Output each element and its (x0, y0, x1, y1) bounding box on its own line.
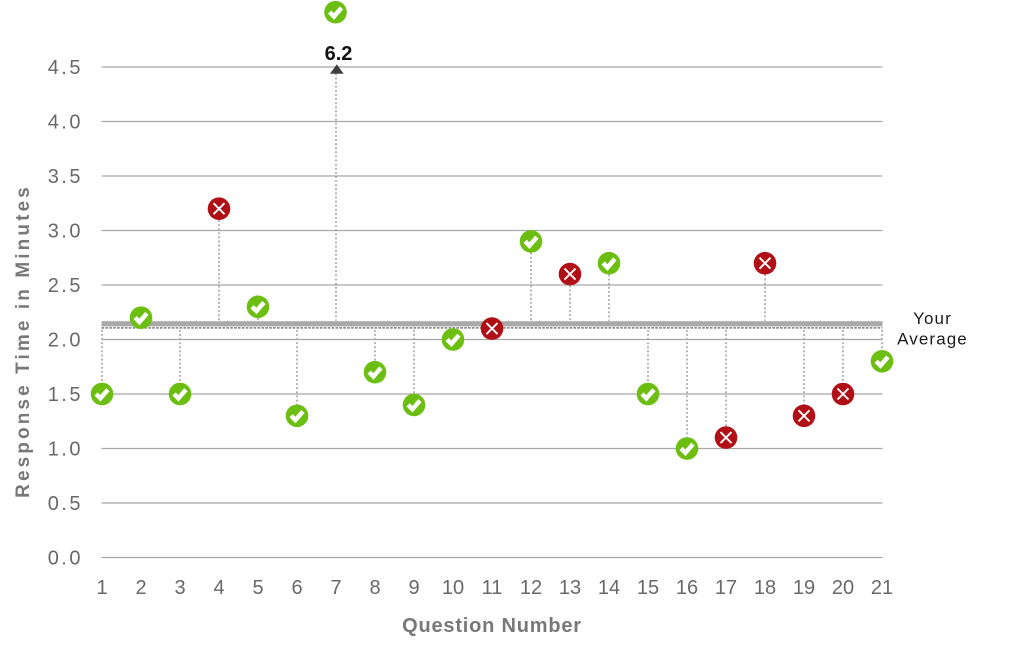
svg-text:3.0: 3.0 (48, 220, 83, 242)
svg-text:20: 20 (832, 577, 854, 599)
svg-text:15: 15 (637, 577, 659, 599)
svg-text:18: 18 (754, 577, 776, 599)
svg-text:4.0: 4.0 (48, 111, 83, 133)
svg-text:4: 4 (213, 577, 224, 599)
svg-text:11: 11 (482, 577, 503, 599)
svg-text:1.5: 1.5 (48, 384, 83, 406)
svg-text:2.0: 2.0 (48, 329, 83, 351)
svg-text:21: 21 (871, 577, 893, 599)
svg-text:4.5: 4.5 (48, 57, 83, 79)
svg-text:9: 9 (408, 577, 419, 599)
svg-text:17: 17 (715, 577, 737, 599)
svg-text:10: 10 (442, 577, 464, 599)
svg-text:6.2: 6.2 (325, 43, 353, 65)
svg-text:6: 6 (291, 577, 302, 599)
svg-text:2: 2 (135, 577, 146, 599)
svg-text:3.5: 3.5 (48, 166, 83, 188)
svg-text:8: 8 (369, 577, 380, 599)
svg-text:0.5: 0.5 (48, 493, 83, 515)
svg-text:0.0: 0.0 (48, 547, 83, 569)
svg-text:5: 5 (252, 577, 263, 599)
svg-text:Response Time in Minutes: Response Time in Minutes (13, 184, 34, 498)
svg-text:12: 12 (520, 577, 542, 599)
svg-text:19: 19 (793, 577, 815, 599)
svg-text:Average: Average (897, 330, 968, 349)
svg-text:13: 13 (559, 577, 581, 599)
svg-text:Question Number: Question Number (402, 615, 582, 637)
svg-text:3: 3 (174, 577, 185, 599)
svg-text:1: 1 (96, 577, 107, 599)
svg-text:14: 14 (598, 577, 620, 599)
svg-text:7: 7 (330, 577, 341, 599)
svg-text:1.0: 1.0 (48, 438, 83, 460)
svg-text:2.5: 2.5 (48, 275, 83, 297)
svg-text:Your: Your (913, 309, 952, 328)
svg-text:16: 16 (676, 577, 698, 599)
